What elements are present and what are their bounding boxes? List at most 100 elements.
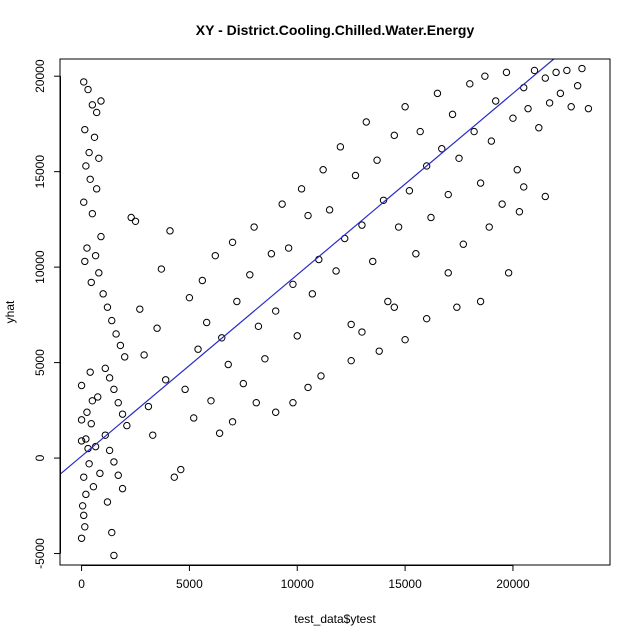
data-point [498, 200, 506, 208]
data-point [448, 110, 457, 119]
data-point [80, 198, 88, 206]
data-point [181, 385, 189, 394]
data-point [304, 383, 312, 392]
data-point [94, 393, 102, 401]
y-tick-label: 20000 [33, 59, 47, 93]
data-point [444, 190, 452, 199]
data-point [524, 104, 532, 113]
data-point [149, 431, 157, 439]
data-point [578, 64, 586, 73]
data-point [401, 335, 409, 344]
data-point [131, 217, 140, 226]
data-point [85, 460, 93, 468]
data-point [118, 410, 127, 418]
data-point [177, 465, 185, 474]
data-point [110, 458, 118, 466]
y-axis-label: yhat [3, 300, 17, 323]
data-point [347, 320, 355, 329]
data-point [485, 223, 493, 231]
data-point [563, 66, 571, 75]
chart-title: XY - District.Cooling.Chilled.Water.Ener… [196, 22, 475, 38]
data-point [108, 316, 116, 325]
data-point [267, 250, 276, 258]
data-point [97, 232, 105, 241]
data-point [112, 330, 120, 338]
data-point [470, 127, 478, 136]
data-point [153, 324, 161, 332]
data-point [105, 446, 114, 455]
data-point [84, 85, 92, 94]
data-point [250, 223, 258, 231]
data-point [140, 351, 148, 359]
x-tick-label: 10000 [281, 577, 315, 591]
data-point [127, 213, 135, 222]
data-point [114, 471, 122, 479]
data-point [347, 356, 355, 365]
data-point [293, 332, 301, 340]
data-point [218, 334, 226, 342]
data-point [96, 469, 104, 478]
data-point [92, 108, 101, 117]
data-point [86, 368, 94, 376]
data-point [358, 328, 366, 336]
data-point [110, 385, 118, 394]
data-point [101, 364, 109, 373]
data-point [358, 221, 366, 229]
data-point [83, 408, 91, 416]
data-point [422, 314, 431, 323]
data-point [332, 267, 340, 275]
data-point [87, 278, 95, 287]
data-point [81, 125, 89, 134]
data-point [530, 66, 539, 75]
data-point [92, 185, 101, 193]
data-point [224, 360, 232, 369]
data-point [121, 353, 129, 361]
data-point [215, 429, 224, 437]
x-axis-label: test_data$ytest [294, 612, 376, 626]
data-point [509, 114, 517, 122]
data-point [87, 420, 95, 428]
data-point [552, 68, 560, 77]
data-point [504, 269, 513, 277]
data-point [390, 131, 399, 140]
data-point [233, 297, 241, 306]
data-point [136, 305, 144, 313]
x-tick-label: 0 [78, 577, 85, 591]
data-point [513, 166, 521, 174]
data-point [78, 502, 87, 510]
data-point [123, 421, 131, 430]
data-point [82, 435, 90, 443]
data-point [95, 154, 103, 162]
data-point [455, 154, 463, 162]
x-tick-label: 5000 [176, 577, 203, 591]
data-point [190, 414, 198, 422]
data-point [211, 251, 219, 260]
data-point [545, 99, 554, 107]
data-point [515, 208, 524, 216]
data-point [304, 211, 312, 220]
data-point [88, 101, 97, 109]
data-point [228, 418, 237, 426]
data-point [567, 103, 575, 111]
data-point [416, 127, 424, 136]
data-point [541, 74, 549, 82]
y-tick-label: 0 [33, 454, 47, 461]
data-point [99, 290, 107, 298]
data-point [351, 171, 360, 180]
data-point [83, 244, 91, 252]
reference-line-group [59, 58, 555, 475]
data-point [491, 97, 500, 105]
x-axis: 0 5000 10000 15000 20000 [78, 565, 530, 591]
data-point [476, 297, 485, 306]
data-point [444, 269, 452, 277]
data-point [584, 104, 593, 113]
data-point [261, 355, 269, 363]
data-point [80, 473, 88, 481]
data-point [308, 290, 317, 298]
data-point [317, 372, 325, 380]
data-point [520, 183, 528, 191]
data-point [82, 490, 90, 499]
data-point [108, 528, 116, 537]
data-point [502, 68, 511, 77]
